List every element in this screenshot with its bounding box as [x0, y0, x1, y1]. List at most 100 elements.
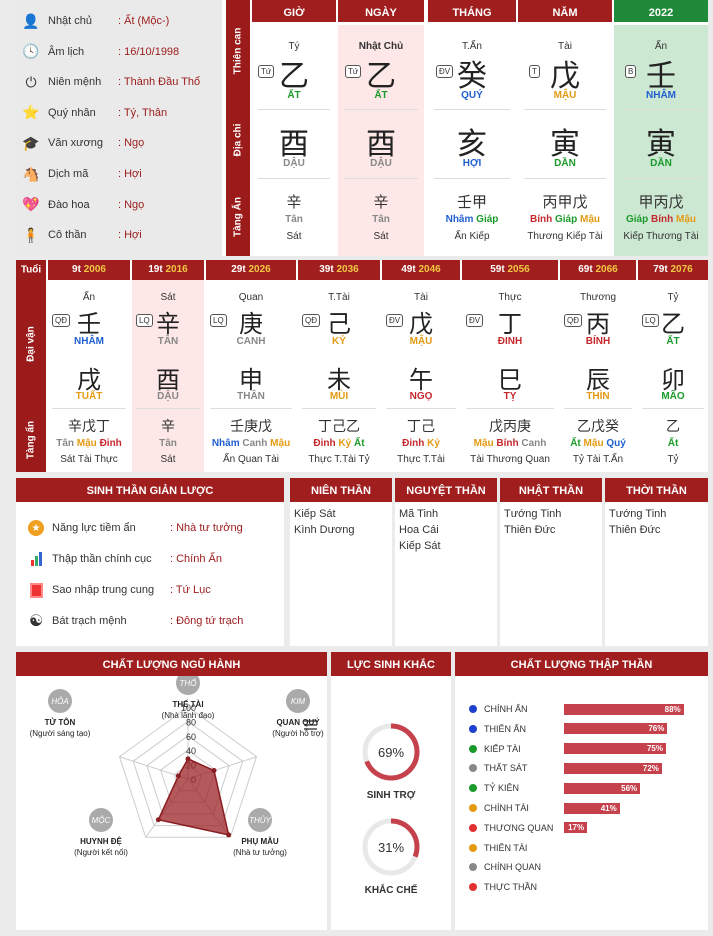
radar-chart: 100806040200 THỔ THẾ TÀI (Nhà lãnh đạo) …: [30, 676, 324, 857]
dv-chi: 申: [239, 366, 263, 394]
dot-icon: [469, 804, 477, 812]
dv-can-vi: BÍNH: [585, 336, 611, 347]
dv-tang-an-vi: Đinh: [313, 438, 336, 449]
element-bubble: [176, 676, 200, 695]
pillar-thapthan: Ấn: [654, 41, 668, 52]
menu-icon[interactable]: [304, 720, 317, 730]
pillar-can-vi: QUÝ: [461, 90, 483, 101]
dv-chi-vi: DẬU: [157, 391, 179, 402]
sinh-than-value: : Chính Ấn: [170, 553, 222, 565]
node-name: HUYNH ĐỆ: [80, 837, 122, 846]
dai-van-header: 29t 2026: [206, 260, 296, 280]
dv-can: 乙: [661, 310, 685, 338]
thap-than-row: THƯƠNG QUAN 17%: [469, 821, 699, 835]
radar-tick: 100: [181, 703, 196, 713]
dv-tag: QĐ: [564, 314, 582, 327]
dot-icon: [469, 883, 477, 892]
dv-tang-an-vi: Tân: [56, 438, 74, 449]
yin-yang-icon: ☯: [28, 613, 44, 630]
side-dia-chi: Địa chi: [226, 102, 250, 178]
dv-tag: LQ: [642, 314, 659, 327]
dv-tag: ĐV: [386, 314, 404, 327]
side-tuoi: Tuổi: [16, 260, 46, 280]
dv-thapthan: Sát: [160, 292, 176, 303]
dv-thapthan: T.Tài: [328, 292, 350, 303]
thap-than-label: CHÍNH TÀI: [484, 803, 529, 813]
thap-than-row: TỶ KIÊN 56%: [469, 781, 699, 795]
dv-tang-an: 丁己乙: [318, 419, 360, 435]
info-panel: 👤 Nhật chủ : Ất (Mộc-) 🕓 Âm lịch : 16/10…: [16, 0, 222, 256]
dv-tang-an-vi: Canh: [242, 438, 268, 449]
radar-point: [155, 817, 161, 823]
thap-than-label: THỰC THẦN: [484, 882, 538, 893]
thap-than-bar: 75%: [564, 743, 666, 755]
node-sub: (Nhà lãnh đạo): [162, 711, 215, 720]
heart-icon: 💖: [22, 196, 40, 213]
dv-tang-an-vi: Đinh: [402, 438, 425, 449]
pillar-column: Tài T 戊 MẬU 寅 DẦN 丙甲戊 Bính Giáp Mậu Thươ…: [518, 25, 612, 256]
pillar-tag: Tứ: [258, 65, 275, 78]
dv-tag: LQ: [210, 314, 227, 327]
info-label: Đào hoa: [48, 198, 90, 211]
info-row: 🧍 Cô thần : Hợi: [16, 220, 222, 250]
dv-tang-an-th: Thực T.Tài Tỷ: [308, 454, 370, 465]
than-item: Thiên Đức: [609, 524, 661, 536]
than-item: Kình Dương: [294, 524, 355, 536]
sinh-than-label: Bát trạch mệnh: [52, 615, 127, 627]
ring-name: SINH TRỢ: [367, 790, 416, 801]
dv-can-vi: ĐINH: [497, 336, 523, 347]
thap-than-row: CHÍNH TÀI 41%: [469, 801, 699, 815]
dv-tang-an-vi: Kỷ: [427, 438, 440, 449]
dai-van-column: T.Tài QĐ 己 KỶ 未 MÙI 丁己乙 Đinh Kỷ Ất Thực …: [298, 280, 380, 472]
than-item: Kiếp Sát: [294, 508, 336, 520]
thap-than-bar: 72%: [564, 762, 662, 774]
dv-thapthan: Tỷ: [667, 292, 679, 303]
ring-percent: 69%: [378, 745, 404, 760]
pillar-header: 2022: [614, 0, 708, 22]
pillar-chi: 酉: [366, 127, 396, 162]
pillar-chi-vi: DẦN: [650, 158, 672, 169]
dv-chi-vi: MÃO: [661, 391, 685, 402]
pillar-tang-an: 甲丙戊: [638, 193, 684, 211]
dv-tang-an-vi: Mậu: [270, 438, 291, 449]
element-label: HỎA: [51, 697, 68, 706]
dv-can: 己: [327, 310, 351, 338]
dv-tang-an: 乙: [666, 419, 680, 435]
dv-can: 辛: [156, 310, 180, 338]
dai-van-header: 19t 2016: [132, 260, 204, 280]
node-name: TỬ TÔN: [45, 718, 76, 727]
thap-than-bar: 76%: [564, 723, 668, 735]
side-dai-van: Đại vận: [16, 280, 46, 408]
tang-an-vi: Tân: [372, 214, 390, 225]
thap-than-bar: 56%: [564, 782, 641, 794]
pillar-can-vi: ẤT: [287, 90, 301, 101]
dv-can-vi: CANH: [236, 336, 266, 347]
dai-van-column: Tỷ LQ 乙 ẤT 卯 MÃO 乙 Ất Tỷ: [638, 280, 708, 472]
clock-icon: 🕓: [22, 43, 40, 60]
thap-than-row: THIÊN TÀI: [469, 841, 699, 855]
pillar-can: 壬: [646, 59, 676, 94]
dv-can-vi: KỶ: [332, 336, 346, 347]
element-label: MỘC: [92, 816, 111, 825]
side-tang-an: Tàng Ẩn: [226, 178, 250, 256]
node-sub: (Người kết nối): [74, 848, 128, 857]
dot-icon: [469, 863, 477, 872]
graduation-cap-icon: 🎓: [22, 134, 40, 151]
than-title: NGUYỆT THẦN: [395, 478, 497, 502]
dv-thapthan: Thương: [579, 292, 617, 303]
dv-tang-an-th: Ấn Quan Tài: [223, 454, 279, 465]
pillar-tang-an-th: Thương Kiếp Tài: [527, 231, 603, 242]
thap-than-label: CHÍNH QUAN: [484, 862, 542, 873]
dv-tang-an-th: Sát Tài Thực: [60, 454, 118, 465]
bar-chart-icon: [26, 550, 46, 568]
than-item: Tướng Tinh: [504, 508, 562, 520]
info-label: Văn xương: [48, 137, 103, 150]
power-icon: ⏻: [25, 73, 37, 90]
sinh-than-label: Thập thần chính cục: [52, 553, 152, 565]
dv-tang-an: 壬庚戊: [230, 419, 272, 435]
thap-than-label: TỶ KIÊN: [484, 783, 520, 794]
dv-tang-an-vi: Kỷ: [338, 438, 352, 449]
thap-than-label: CHÍNH ẤN: [484, 704, 528, 714]
than-title: NIÊN THẦN: [290, 478, 392, 502]
radar-tick: 80: [186, 717, 196, 727]
